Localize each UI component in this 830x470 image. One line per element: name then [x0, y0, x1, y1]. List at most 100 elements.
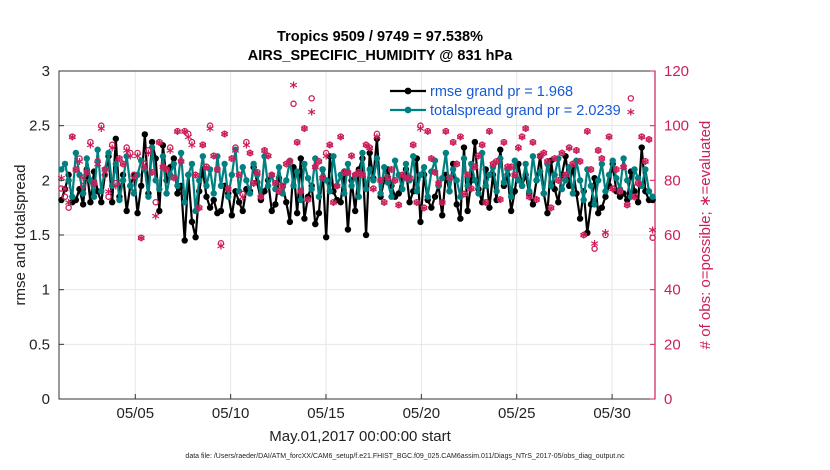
- obs-possible-marker: [123, 144, 130, 151]
- obs-possible-marker: [388, 166, 395, 173]
- obs-possible-marker: [279, 182, 286, 190]
- data-point: [293, 168, 301, 175]
- data-point: [330, 153, 337, 160]
- data-point: [362, 185, 370, 193]
- data-point: [417, 171, 424, 179]
- obs-evaluated-marker: *: [453, 158, 461, 176]
- obs-evaluated-marker: *: [126, 149, 134, 167]
- data-point: [522, 160, 529, 168]
- data-point: [529, 153, 537, 160]
- obs-evaluated-marker: *: [282, 158, 290, 176]
- obs-possible-marker: [130, 171, 138, 179]
- data-point: [511, 188, 518, 195]
- y-tick-label: 0.5: [29, 336, 50, 353]
- data-point: [420, 164, 428, 171]
- obs-evaluated-marker: *: [504, 160, 512, 178]
- obs-possible-marker: [239, 190, 246, 198]
- obs-possible-marker: [185, 130, 192, 138]
- obs-possible-marker: [94, 157, 101, 165]
- data-point: [497, 146, 504, 153]
- obs-evaluated-marker: *: [576, 155, 584, 173]
- obs-possible-marker: [203, 163, 210, 170]
- data-point: [337, 199, 344, 206]
- obs-possible-marker: [555, 177, 562, 184]
- obs-possible-marker: [206, 122, 214, 129]
- data-point: [79, 190, 87, 197]
- data-point: [141, 131, 149, 138]
- data-point: [297, 196, 304, 204]
- obs-evaluated-marker: *: [94, 158, 102, 176]
- obs-evaluated-marker: *: [583, 125, 591, 143]
- obs-evaluated-marker: *: [369, 182, 377, 200]
- data-point: [341, 190, 348, 197]
- data-point: [587, 182, 595, 189]
- data-point: [170, 160, 178, 168]
- obs-evaluated-marker: *: [562, 169, 570, 187]
- data-point: [315, 193, 323, 200]
- data-point: [464, 207, 471, 215]
- obs-possible-marker: [406, 174, 413, 181]
- data-point: [79, 201, 87, 208]
- data-point: [649, 193, 656, 200]
- obs-evaluated-marker: *: [424, 125, 432, 143]
- obs-possible-marker: [428, 155, 435, 162]
- data-point: [486, 204, 493, 211]
- data-point: [515, 177, 522, 184]
- obs-possible-marker: [76, 155, 83, 162]
- data-point: [413, 188, 421, 195]
- obs-evaluated-marker: *: [406, 171, 414, 189]
- obs-evaluated-marker: *: [177, 155, 185, 173]
- obs-evaluated-marker: *: [329, 196, 337, 214]
- obs-possible-marker: [301, 125, 308, 132]
- obs-possible-marker: [254, 168, 261, 176]
- obs-possible-marker: [620, 163, 627, 170]
- data-point: [286, 218, 294, 226]
- obs-evaluated-marker: *: [489, 158, 497, 176]
- obs-possible-marker: [402, 174, 410, 181]
- data-point: [199, 153, 207, 160]
- obs-possible-marker: [377, 177, 384, 184]
- ticks-layer: 0 0.5 1 1.5 2 2.5 3 0 20 40 60 80 100 120 05/05 05/10 05…: [29, 63, 689, 422]
- obs-evaluated-marker: *: [68, 130, 76, 148]
- obs-evaluated-marker: *: [90, 177, 98, 195]
- obs-evaluated-marker: *: [634, 177, 642, 195]
- obs-evaluated-marker: *: [598, 152, 606, 170]
- data-point: [348, 182, 355, 189]
- obs-evaluated-marker: *: [485, 125, 493, 143]
- data-point: [188, 218, 196, 226]
- obs-possible-marker: [565, 144, 573, 151]
- data-point: [87, 199, 94, 206]
- data-point: [518, 182, 526, 189]
- obs-evaluated-marker: *: [391, 174, 399, 192]
- obs-evaluated-marker: *: [471, 160, 479, 178]
- data-point: [98, 199, 105, 206]
- obs-possible-marker: [511, 171, 519, 179]
- obs-possible-marker: [468, 185, 475, 192]
- obs-evaluated-marker: *: [199, 139, 207, 157]
- obs-possible-marker: [580, 231, 587, 239]
- data-point: [90, 193, 98, 200]
- obs-possible-marker: [478, 141, 486, 149]
- obs-evaluated-marker: *: [203, 160, 211, 178]
- data-point: [119, 177, 127, 184]
- obs-possible-marker: [417, 122, 424, 129]
- obs-evaluated-marker: *: [97, 122, 105, 140]
- legend-label: totalspread grand pr = 2.0239: [430, 103, 621, 119]
- data-point: [137, 182, 145, 189]
- obs-possible-marker: [420, 204, 428, 211]
- obs-possible-marker: [217, 239, 225, 247]
- obs-possible-marker: [598, 155, 606, 162]
- obs-possible-marker: [370, 185, 377, 192]
- data-point: [453, 201, 460, 208]
- obs-possible-marker: [275, 188, 283, 195]
- obs-possible-marker: [344, 168, 352, 176]
- data-point: [366, 166, 373, 173]
- obs-possible-marker: [166, 144, 174, 151]
- data-point: [624, 177, 631, 184]
- obs-possible-marker: [526, 193, 533, 200]
- obs-possible-marker: [326, 141, 334, 149]
- data-point: [388, 193, 395, 200]
- obs-possible-marker: [602, 231, 609, 239]
- obs-possible-marker: [330, 198, 337, 206]
- obs-evaluated-marker: *: [250, 177, 258, 195]
